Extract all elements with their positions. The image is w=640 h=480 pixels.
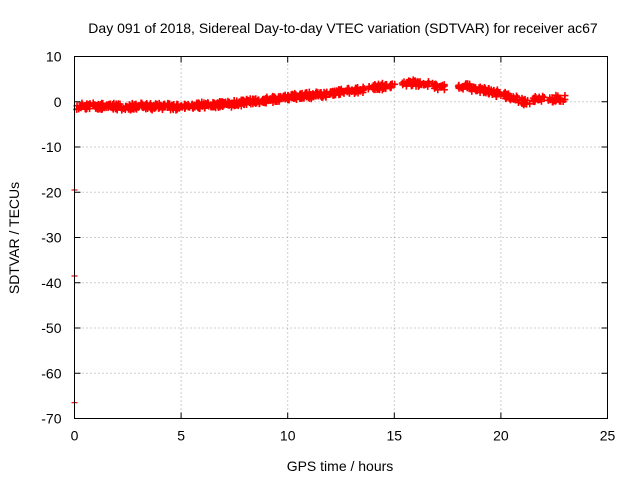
- y-tick-label: -50: [41, 320, 61, 336]
- data-point-cluster: [167, 106, 175, 114]
- data-point-cluster: [526, 100, 534, 108]
- y-axis-label: SDTVAR / TECUs: [6, 182, 22, 294]
- x-tick-label: 15: [387, 428, 403, 444]
- data-point-cluster: [534, 95, 542, 103]
- data-point-cluster: [198, 101, 206, 109]
- data-point-cluster: [559, 97, 567, 105]
- data-point-cluster: [148, 102, 156, 110]
- data-point-cluster: [492, 88, 500, 96]
- data-point-cluster: [100, 103, 108, 111]
- data-point-cluster: [233, 101, 241, 109]
- data-point-cluster: [126, 102, 134, 110]
- data-point-cluster: [189, 104, 197, 112]
- y-tick-label: -10: [41, 139, 61, 155]
- y-tick-label: 0: [54, 94, 62, 110]
- data-point-cluster: [336, 90, 344, 98]
- data-point-cluster: [478, 84, 486, 92]
- data-point-cluster: [94, 105, 102, 113]
- data-point-cluster: [481, 88, 489, 96]
- data-point-cluster: [455, 83, 463, 91]
- data-point-cluster: [181, 104, 189, 112]
- data-point-cluster: [276, 93, 284, 101]
- data-point-cluster: [98, 99, 106, 107]
- x-axis-label: GPS time / hours: [287, 458, 394, 474]
- y-tick-label: 10: [46, 49, 62, 65]
- data-point-cluster: [415, 81, 423, 89]
- x-tick-label: 25: [600, 428, 616, 444]
- data-point-cluster: [365, 83, 373, 91]
- data-point-cluster: [296, 90, 304, 98]
- x-tick-label: 10: [280, 428, 296, 444]
- data-point-cluster: [330, 88, 338, 96]
- chart-title: Day 091 of 2018, Sidereal Day-to-day VTE…: [88, 20, 598, 36]
- data-layer: [71, 76, 569, 404]
- data-point-cluster: [83, 105, 91, 113]
- data-point-cluster: [297, 91, 305, 99]
- data-point-cluster: [203, 100, 211, 108]
- data-point-cluster: [113, 104, 121, 112]
- data-point-cluster: [429, 82, 437, 90]
- data-point-cluster: [383, 80, 391, 88]
- data-point-cluster: [434, 86, 442, 94]
- data-point-cluster: [344, 85, 352, 93]
- y-tick-label: -20: [41, 184, 61, 200]
- data-point-cluster: [290, 95, 298, 103]
- y-tick-label: -40: [41, 275, 61, 291]
- data-point-cluster: [211, 103, 219, 111]
- axis-ticks: 0 5 10 15 20 25 10 0 -10 -20 -30 -40 -50 -60 -70: [41, 49, 615, 444]
- y-tick-label: -30: [41, 230, 61, 246]
- data-point-cluster: [544, 96, 552, 104]
- data-point-cluster: [520, 97, 528, 105]
- data-point-cluster: [130, 101, 138, 109]
- data-point-cluster: [359, 89, 367, 97]
- data-point-cluster: [355, 87, 363, 95]
- data-point-cluster: [194, 100, 202, 108]
- x-tick-label: 5: [177, 428, 185, 444]
- data-point-cluster: [411, 77, 419, 85]
- data-point-cluster: [399, 81, 407, 89]
- data-point-cluster: [275, 96, 283, 104]
- data-point-cluster: [467, 86, 475, 94]
- data-point-cluster: [553, 95, 561, 103]
- x-tick-label: 20: [493, 428, 509, 444]
- x-tick-label: 0: [71, 428, 79, 444]
- y-tick-label: -60: [41, 365, 61, 381]
- data-point-cluster: [505, 93, 513, 101]
- y-tick-label: -70: [41, 411, 61, 427]
- data-point-cluster: [138, 99, 146, 107]
- data-point-cluster: [440, 82, 448, 90]
- data-point-cluster: [317, 92, 325, 100]
- data-point-cluster: [331, 89, 339, 97]
- data-point-cluster: [284, 96, 292, 104]
